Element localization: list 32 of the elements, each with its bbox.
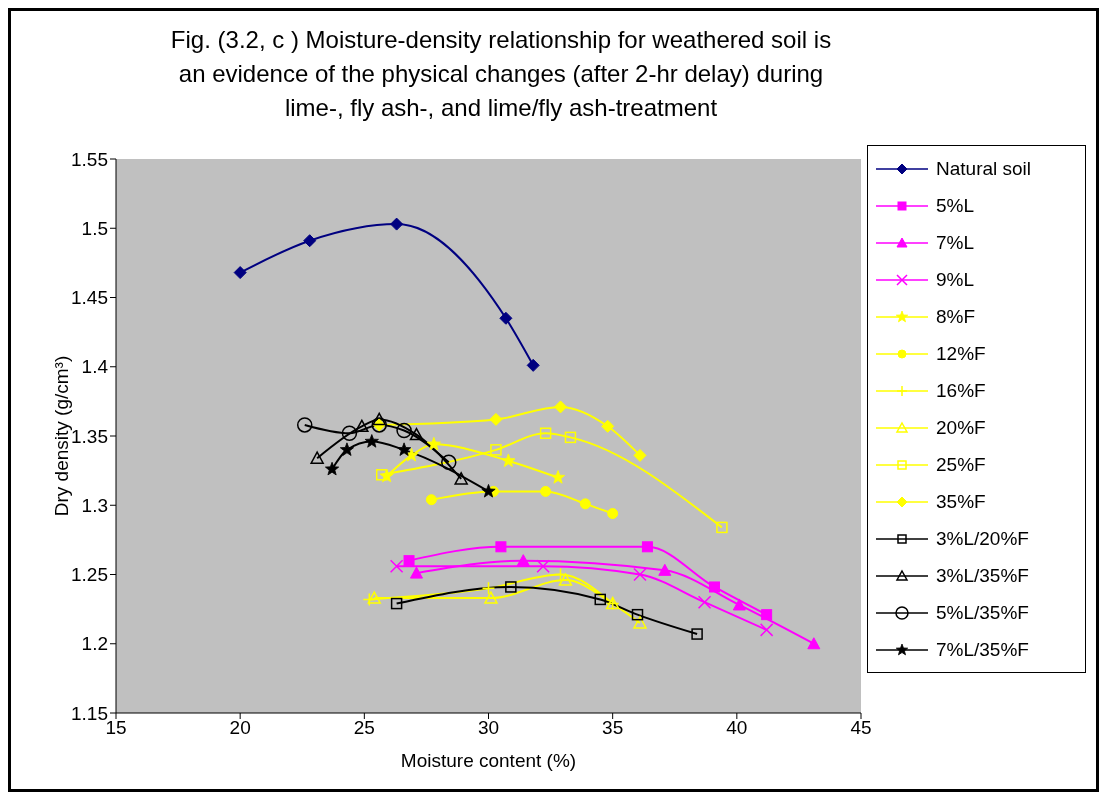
x-tick-label: 30 [477,717,500,739]
legend-label: 8%F [936,305,976,328]
y-tick-label: 1.55 [71,148,108,170]
legend-label: 20%F [936,416,986,439]
y-tick-label: 1.2 [81,633,108,655]
x-tick-label: 40 [726,717,748,739]
legend-label: 12%F [936,342,986,365]
legend-label: 7%L [936,231,975,254]
y-tick-label: 1.4 [81,356,109,378]
legend-label: 3%L/20%F [936,527,1029,550]
legend-label: 25%F [936,453,986,476]
legend-label: 7%L/35%F [936,638,1029,661]
y-tick-label: 1.3 [81,494,108,516]
y-tick-label: 1.5 [81,217,108,239]
x-tick-label: 35 [602,717,624,739]
y-tick-label: 1.45 [71,287,108,309]
y-axis-title: Dry density (g/cm³) [50,355,72,517]
legend-label: 35%F [936,490,986,513]
legend-label: 5%L [936,194,975,217]
chart-title: Fig. (3.2, c ) Moisture-density relationship for weathered soil is an evidence of the physical changes (after 2-hr delay) during lime-, fly ash-, and lime/fly ash-treatment [169,25,833,123]
legend-label: 3%L/35%F [936,564,1029,587]
legend-label: Natural soil [936,157,1032,180]
legend-label: 16%F [936,379,986,402]
x-axis-title: Moisture content (%) [400,750,577,771]
legend-label: 9%L [936,268,975,291]
legend-label: 5%L/35%F [936,601,1029,624]
x-tick-label: 20 [229,717,251,739]
x-tick-label: 25 [353,717,375,739]
y-tick-label: 1.15 [71,702,108,724]
y-tick-label: 1.35 [71,425,108,447]
x-tick-label: 45 [850,717,872,739]
y-tick-label: 1.25 [71,564,108,586]
